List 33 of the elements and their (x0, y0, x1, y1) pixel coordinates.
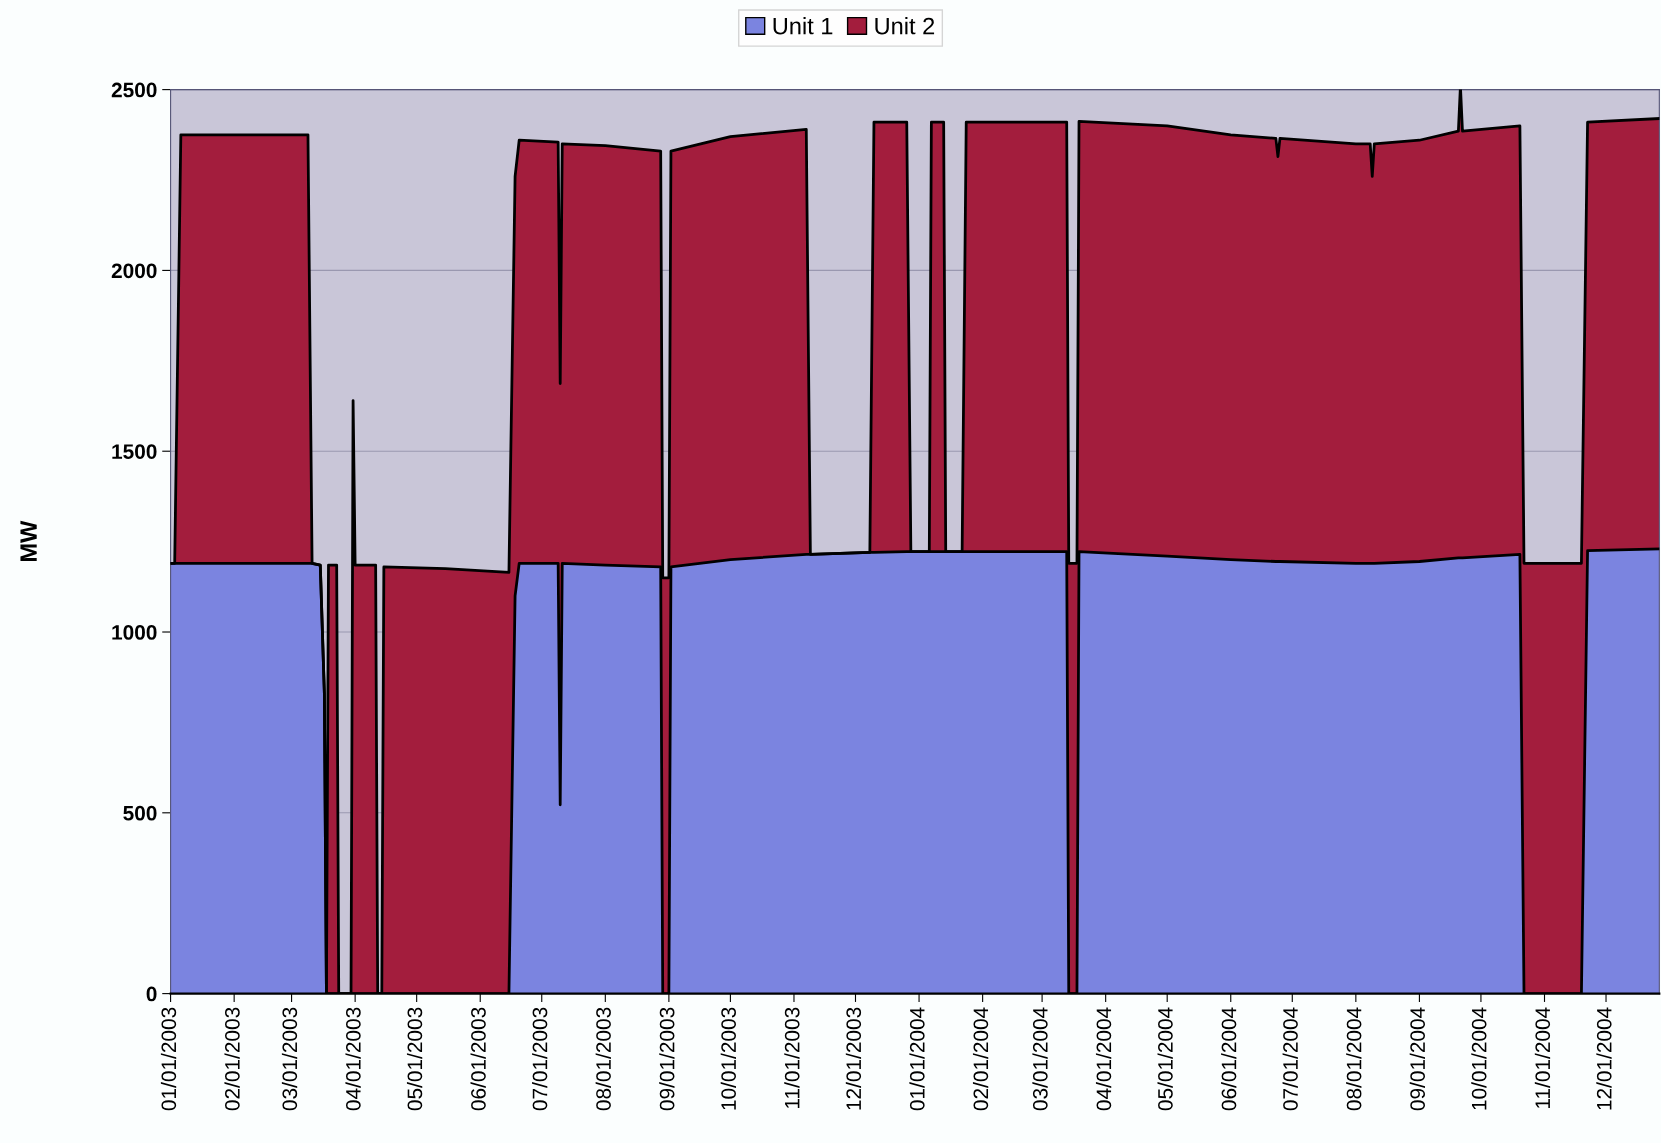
y-axis-title: MW (20, 520, 37, 562)
y-tick-label: 500 (123, 805, 157, 821)
x-tick-label: 11/01/2004 (1534, 1007, 1551, 1108)
x-tick-label: 06/01/2003 (470, 1007, 486, 1111)
x-tick-label: 10/01/2003 (720, 1007, 736, 1110)
x-tick-label: 09/01/2004 (1409, 1007, 1426, 1111)
x-tick-label: 06/01/2004 (1221, 1007, 1237, 1111)
x-tick-label: 09/01/2003 (659, 1007, 675, 1111)
x-tick-label: 12/01/2004 (1596, 1007, 1612, 1110)
y-tick-label: 2000 (111, 263, 157, 279)
x-tick-label: 07/01/2004 (1282, 1007, 1298, 1111)
x-tick-label: 07/01/2003 (532, 1007, 548, 1111)
x-tick-label: 08/01/2003 (595, 1007, 611, 1111)
x-tick-label: 08/01/2004 (1346, 1007, 1362, 1111)
x-tick-label: 04/01/2004 (1095, 1007, 1112, 1111)
x-tick-label: 03/01/2004 (1032, 1007, 1048, 1111)
x-tick-label: 05/01/2003 (406, 1007, 423, 1111)
x-tick-label: 10/01/2004 (1471, 1007, 1487, 1110)
x-tick-label: 02/01/2003 (224, 1007, 240, 1111)
x-tick-label: 02/01/2004 (972, 1007, 989, 1111)
y-tick-label: 2500 (111, 82, 157, 98)
x-tick-label: 01/01/2003 (160, 1007, 177, 1111)
legend-label: Unit 2 (875, 17, 935, 35)
x-tick-label: 12/01/2003 (845, 1007, 862, 1110)
y-tick-label: 1500 (112, 444, 157, 459)
x-tick-label: 04/01/2003 (345, 1007, 361, 1111)
x-tick-label: 03/01/2003 (281, 1007, 298, 1111)
x-tick-label: 05/01/2004 (1157, 1007, 1173, 1111)
legend-label: Unit 1 (773, 17, 833, 35)
x-tick-label: 01/01/2004 (909, 1007, 925, 1111)
x-tick-label: 11/01/2003 (784, 1007, 800, 1108)
y-tick-label: 1000 (112, 625, 157, 640)
y-tick-label: 0 (146, 986, 157, 1002)
